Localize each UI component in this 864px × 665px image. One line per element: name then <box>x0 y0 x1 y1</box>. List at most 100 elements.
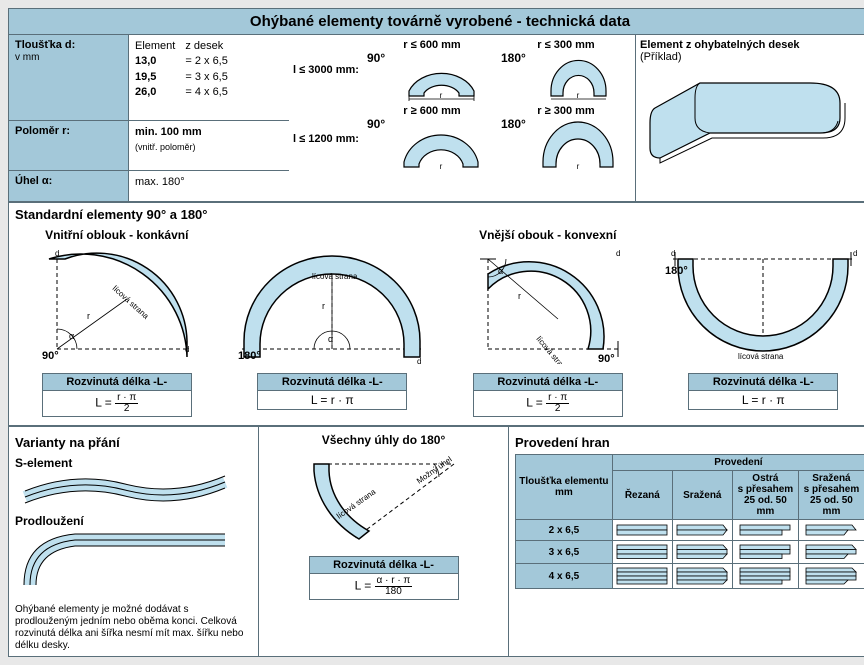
bottom-row: Varianty na přání S-element Prodloužení … <box>9 427 864 656</box>
t-d-0: = 2 x 6,5 <box>185 55 228 67</box>
edge-row-2: 4 x 6,5 <box>516 564 864 589</box>
deg-10: 90° <box>367 117 385 131</box>
arc-180-concave-icon: α r lícová strana 180° d <box>232 244 432 364</box>
formula-title-0: Rozvinutá délka -L- <box>43 374 191 391</box>
angles-column: Všechny úhly do 180° Možný úhel lícová s… <box>259 427 509 656</box>
std-90-convex: Vnější obouk - konvexní α r lícová stran… <box>440 226 656 419</box>
edge-chamfer-over-3-icon <box>804 543 859 561</box>
svg-text:180°: 180° <box>665 265 688 277</box>
std-header: Standardní elementy 90° a 180° <box>9 203 864 226</box>
svg-text:90°: 90° <box>42 350 59 362</box>
s-element-icon <box>15 472 235 507</box>
edge-cut-2-icon <box>615 522 670 538</box>
edge-sharp-over-4-icon <box>738 566 793 586</box>
edges-table: Tloušťka elementu mm Provedení Řezaná Sr… <box>515 454 864 589</box>
extension-icon <box>15 530 235 595</box>
all-angles-icon: Možný úhel lícová strana <box>284 449 484 549</box>
deg-11: 180° <box>501 117 526 131</box>
svg-text:d: d <box>671 249 675 258</box>
param-thickness: Tloušťka d: v mm Element 13,0 19,5 26,0 … <box>9 35 289 121</box>
page: Ohýbané elementy továrně vyrobené - tech… <box>8 8 864 657</box>
svg-text:lícová strana: lícová strana <box>738 352 784 361</box>
std-90-concave: Vnitřní oblouk - konkávní α r lícová str… <box>9 226 225 419</box>
svg-text:r: r <box>440 162 443 171</box>
formula-3: L = r · π <box>689 391 837 409</box>
r-10: r ≥ 600 mm <box>367 105 497 117</box>
edge-col-3: Sražená s přesahem 25 od. 50 mm <box>798 471 864 520</box>
variants-column: Varianty na přání S-element Prodloužení … <box>9 427 259 656</box>
edge-col-2: Ostrá s přesahem 25 od. 50 mm <box>732 471 798 520</box>
svg-text:d: d <box>417 357 421 364</box>
std-180-concave: α r lícová strana 180° d Rozvinutá délka… <box>225 226 441 419</box>
std-title-2: Vnější obouk - konvexní <box>442 228 654 242</box>
arc-180-convex-icon: lícová strana 180° d d <box>663 244 863 364</box>
thickness-label: Tloušťka d: <box>15 39 75 51</box>
param-radius: Poloměr r: min. 100 mm (vnitř. poloměr) <box>9 121 289 171</box>
svg-text:r: r <box>577 91 580 100</box>
t-d-2: = 4 x 6,5 <box>185 86 228 98</box>
edge-row-1: 3 x 6,5 <box>516 541 864 564</box>
all-angles-formula: L = α · r · π180 <box>310 574 458 599</box>
edge-cut-3-icon <box>615 543 670 561</box>
angle-value: max. 180° <box>135 176 185 188</box>
edge-cut-4-icon <box>615 566 670 586</box>
t-e-0: 13,0 <box>135 55 156 67</box>
svg-text:d: d <box>853 249 857 258</box>
all-angles-formula-title: Rozvinutá délka -L- <box>310 557 458 574</box>
edges-column: Provedení hran Tloušťka elementu mm Prov… <box>509 427 864 656</box>
svg-text:r: r <box>322 301 325 311</box>
arc-90-concave-icon: α r lícová strana 90° d d <box>37 244 197 364</box>
top-section: Tloušťka d: v mm Element 13,0 19,5 26,0 … <box>9 35 864 203</box>
svg-text:lícová strana: lícová strana <box>110 284 150 321</box>
formula-0: L = r · π2 <box>43 391 191 416</box>
extension-label: Prodloužení <box>15 514 252 528</box>
svg-text:Možný úhel: Možný úhel <box>414 455 453 486</box>
formula-1: L = r · π <box>258 391 406 409</box>
radius-label: Poloměr r: <box>15 125 70 137</box>
s-element-label: S-element <box>15 456 252 470</box>
std-elements: Vnitřní oblouk - konkávní α r lícová str… <box>9 226 864 427</box>
shape-90-small-icon: r <box>404 51 479 101</box>
edges-header: Provedení hran <box>515 431 864 454</box>
radius-value: min. 100 mm <box>135 126 202 138</box>
edge-col-group: Provedení <box>612 455 864 471</box>
edge-col-thickness: Tloušťka elementu mm <box>516 455 613 520</box>
example-3d-icon <box>640 63 855 193</box>
formula-title-2: Rozvinutá délka -L- <box>474 374 622 391</box>
variants-note: Ohýbané elementy je možné dodávat s prod… <box>15 604 252 652</box>
svg-text:lícová strana: lícová strana <box>334 487 377 521</box>
radius-note: (vnitř. poloměr) <box>135 142 196 152</box>
thickness-unit: v mm <box>15 52 39 63</box>
edge-chamfer-3-icon <box>675 543 730 561</box>
arc-90-convex-icon: α r lícová strana 90° d <box>468 244 628 364</box>
svg-text:d: d <box>55 249 59 258</box>
svg-text:r: r <box>518 291 521 301</box>
svg-text:r: r <box>439 91 442 100</box>
page-title: Ohýbané elementy továrně vyrobené - tech… <box>9 9 864 35</box>
svg-text:r: r <box>577 162 580 171</box>
t-e-1: 19,5 <box>135 71 156 83</box>
angle-label: Úhel α: <box>15 175 52 187</box>
edge-chamfer-over-4-icon <box>804 566 859 586</box>
param-angle: Úhel α: max. 180° <box>9 171 289 201</box>
deg-01: 180° <box>501 51 526 65</box>
r-01: r ≤ 300 mm <box>501 39 631 51</box>
shapes-column: l ≤ 3000 mm: r ≤ 600 mm 90° r <box>289 35 636 201</box>
t-d-1: = 3 x 6,5 <box>185 71 228 83</box>
edge-sharp-over-3-icon <box>738 543 793 561</box>
shape-90-large-icon: r <box>401 117 481 172</box>
r-11: r ≥ 300 mm <box>501 105 631 117</box>
params-column: Tloušťka d: v mm Element 13,0 19,5 26,0 … <box>9 35 289 201</box>
len-1: l ≤ 1200 mm: <box>293 133 363 145</box>
t-e-2: 26,0 <box>135 86 156 98</box>
deg-00: 90° <box>367 51 385 65</box>
edge-row-0: 2 x 6,5 <box>516 520 864 541</box>
edge-chamfer-2-icon <box>675 522 730 538</box>
r-00: r ≤ 600 mm <box>367 39 497 51</box>
example-title: Element z ohybatelných desek <box>640 39 800 51</box>
edge-col-0: Řezaná <box>612 471 672 520</box>
formula-2: L = r · π2 <box>474 391 622 416</box>
svg-text:180°: 180° <box>238 350 261 362</box>
edge-sharp-over-2-icon <box>738 522 793 538</box>
len-0: l ≤ 3000 mm: <box>293 64 363 76</box>
